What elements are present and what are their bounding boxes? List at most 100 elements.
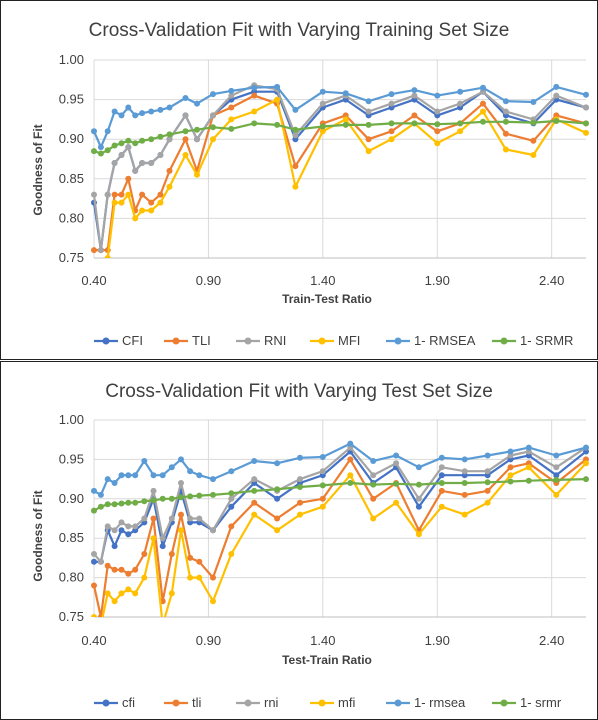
data-point (292, 163, 299, 170)
data-point (125, 586, 132, 593)
legend-swatch-marker (500, 337, 508, 345)
legend-label: rni (264, 695, 279, 710)
legend-swatch-marker (244, 699, 252, 707)
legend-item: TLI (164, 333, 211, 348)
data-point (530, 119, 537, 126)
data-point (111, 160, 118, 166)
data-point (507, 472, 514, 479)
data-point (365, 108, 372, 115)
series-4 (91, 83, 589, 151)
data-point (525, 477, 532, 484)
data-point (194, 126, 200, 133)
data-point (507, 478, 514, 485)
series-5 (91, 476, 589, 514)
legend-label: mfi (338, 695, 355, 710)
legend-swatch-marker (394, 699, 402, 707)
legend-item: CFI (94, 333, 143, 348)
data-point (415, 464, 422, 471)
data-point (415, 481, 422, 488)
data-point (91, 614, 97, 617)
data-point (319, 454, 326, 460)
data-point (583, 444, 589, 451)
legend-item: RNI (236, 333, 286, 348)
data-point (125, 144, 132, 151)
data-point (111, 598, 118, 605)
y-tick-label: 0.75 (59, 250, 84, 265)
data-point (297, 499, 303, 506)
data-point (461, 480, 468, 486)
x-tick-label: 2.40 (539, 273, 564, 288)
data-point (91, 551, 97, 557)
x-tick-label: 2.40 (539, 633, 564, 648)
data-point (182, 95, 189, 101)
data-point (118, 500, 125, 507)
data-point (166, 104, 173, 111)
legend-swatch-marker (172, 699, 180, 707)
x-tick-label: 1.90 (425, 273, 450, 288)
data-point (457, 128, 464, 135)
data-point (157, 191, 164, 198)
data-point (210, 574, 216, 581)
data-point (319, 100, 326, 107)
data-point (553, 83, 560, 90)
legend: cfi tli rni mfi 1- rmsea 1- srmr (94, 695, 562, 710)
data-point (104, 476, 111, 483)
data-point (502, 146, 509, 153)
legend-swatch-marker (318, 699, 326, 707)
data-point (97, 247, 104, 254)
data-point (292, 183, 299, 190)
data-point (118, 191, 125, 198)
data-point (182, 128, 189, 135)
data-point (187, 493, 194, 500)
data-point (251, 92, 258, 99)
data-point (438, 454, 445, 461)
data-point (166, 183, 173, 190)
data-point (159, 543, 166, 550)
y-tick-label: 0.95 (59, 92, 84, 107)
y-tick-label: 1.00 (59, 412, 84, 427)
data-point (319, 123, 326, 130)
data-point (388, 100, 395, 107)
data-point (434, 121, 441, 128)
data-point (457, 120, 464, 127)
data-point (480, 108, 486, 115)
data-point (168, 590, 175, 597)
data-point (251, 108, 258, 115)
data-point (168, 495, 175, 502)
data-point (370, 515, 377, 522)
data-point (480, 100, 486, 107)
y-tick-label: 0.95 (59, 451, 84, 466)
data-point (274, 121, 281, 128)
chart-frame (0, 361, 598, 720)
legend-item: 1- SRMR (492, 333, 573, 348)
data-point (228, 551, 235, 557)
y-tick-labels: 0.75 0.80 0.85 0.90 0.95 1.00 (59, 412, 84, 624)
data-point (178, 527, 184, 534)
data-point (274, 486, 281, 493)
data-point (438, 472, 445, 479)
data-point (251, 499, 258, 506)
data-series (91, 82, 589, 258)
data-point (150, 472, 157, 479)
data-point (125, 137, 132, 144)
data-point (97, 144, 104, 151)
data-point (132, 499, 139, 506)
data-point (157, 133, 164, 140)
data-point (104, 147, 111, 154)
x-tick-label: 1.40 (310, 633, 335, 648)
series-2 (91, 444, 589, 565)
data-point (457, 100, 464, 107)
data-point (553, 491, 560, 498)
data-point (297, 454, 303, 461)
legend-label: cfi (122, 695, 135, 710)
data-point (166, 167, 173, 174)
data-point (118, 472, 125, 479)
data-point (210, 598, 216, 605)
data-point (97, 491, 104, 498)
data-point (251, 120, 258, 127)
series-2 (91, 82, 589, 254)
data-point (228, 495, 235, 502)
series-3 (91, 460, 589, 617)
data-point (388, 120, 395, 127)
data-point (178, 456, 184, 463)
